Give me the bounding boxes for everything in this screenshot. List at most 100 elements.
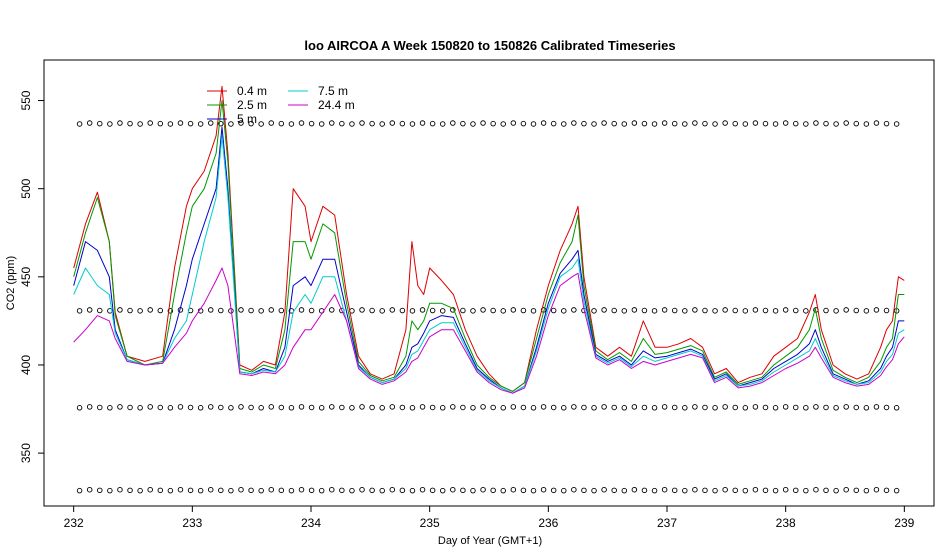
- reference-marker-2: [863, 405, 870, 411]
- reference-marker-3: [661, 486, 668, 493]
- reference-marker-1: [682, 308, 688, 314]
- reference-marker-1: [712, 308, 718, 314]
- reference-marker-2: [187, 404, 194, 411]
- x-tick-label: 238: [776, 516, 796, 530]
- reference-marker-2: [661, 404, 668, 410]
- x-tick-label: 237: [657, 516, 677, 530]
- reference-marker-0: [429, 120, 436, 127]
- reference-marker-2: [268, 404, 274, 410]
- reference-marker-3: [883, 487, 890, 494]
- reference-marker-2: [298, 404, 305, 410]
- reference-marker-2: [238, 404, 244, 410]
- reference-marker-3: [339, 487, 345, 494]
- reference-marker-2: [147, 404, 153, 410]
- reference-marker-2: [409, 405, 416, 411]
- reference-marker-0: [278, 120, 285, 127]
- y-tick-label: 450: [19, 266, 33, 286]
- reference-marker-1: [651, 308, 658, 314]
- reference-marker-2: [671, 404, 678, 411]
- reference-marker-2: [833, 405, 839, 411]
- reference-marker-1: [611, 307, 617, 314]
- reference-marker-0: [439, 121, 446, 127]
- reference-marker-0: [803, 121, 809, 127]
- reference-marker-2: [177, 404, 184, 410]
- reference-marker-2: [399, 404, 406, 411]
- reference-marker-3: [369, 487, 375, 494]
- legend-label: 5 m: [237, 112, 257, 126]
- reference-marker-2: [288, 405, 295, 411]
- reference-marker-2: [540, 404, 547, 410]
- reference-marker-3: [76, 487, 83, 494]
- reference-marker-2: [107, 405, 113, 411]
- reference-marker-0: [641, 120, 648, 127]
- reference-marker-3: [329, 486, 335, 493]
- reference-marker-2: [843, 404, 849, 410]
- reference-marker-2: [339, 404, 345, 411]
- reference-marker-0: [742, 121, 749, 127]
- x-tick-label: 233: [182, 516, 202, 530]
- reference-marker-3: [298, 486, 305, 493]
- reference-marker-2: [258, 405, 264, 411]
- reference-marker-1: [439, 308, 446, 314]
- reference-marker-0: [682, 121, 688, 127]
- reference-marker-0: [671, 120, 678, 127]
- reference-marker-0: [833, 121, 839, 127]
- reference-marker-0: [197, 121, 204, 127]
- reference-marker-3: [641, 487, 648, 494]
- reference-marker-2: [117, 404, 123, 410]
- reference-marker-2: [470, 405, 476, 411]
- legend-label: 0.4 m: [237, 84, 267, 98]
- reference-marker-3: [510, 486, 517, 493]
- reference-marker-0: [419, 120, 426, 126]
- reference-marker-3: [793, 487, 799, 494]
- reference-marker-1: [298, 307, 305, 313]
- reference-marker-3: [540, 486, 547, 493]
- reference-marker-2: [883, 404, 890, 411]
- reference-marker-1: [510, 307, 517, 313]
- reference-marker-1: [76, 308, 83, 314]
- reference-marker-0: [268, 120, 274, 126]
- reference-marker-0: [97, 120, 103, 127]
- reference-marker-1: [379, 308, 385, 314]
- reference-marker-3: [682, 487, 688, 494]
- reference-marker-3: [86, 486, 93, 493]
- reference-marker-1: [278, 307, 285, 314]
- reference-marker-3: [722, 486, 728, 493]
- reference-marker-1: [671, 307, 678, 314]
- reference-marker-1: [823, 307, 829, 314]
- reference-marker-2: [439, 405, 446, 411]
- reference-marker-3: [429, 487, 436, 494]
- reference-marker-3: [823, 487, 829, 494]
- reference-marker-0: [772, 121, 779, 127]
- reference-marker-2: [873, 404, 880, 410]
- reference-marker-2: [86, 404, 93, 410]
- reference-marker-3: [177, 486, 184, 493]
- reference-marker-3: [137, 487, 143, 494]
- reference-marker-3: [803, 487, 809, 494]
- legend: 0.4 m2.5 m5 m 7.5 m24.4 m: [207, 84, 355, 126]
- reference-marker-2: [76, 405, 83, 411]
- reference-marker-3: [318, 487, 325, 494]
- reference-marker-1: [460, 307, 466, 314]
- reference-marker-3: [561, 487, 567, 494]
- reference-marker-3: [248, 487, 254, 494]
- reference-marker-0: [399, 120, 406, 127]
- reference-marker-3: [389, 486, 396, 493]
- series-line-0: [73, 85, 905, 392]
- reference-marker-0: [762, 120, 769, 127]
- reference-marker-0: [843, 120, 849, 126]
- reference-marker-0: [873, 120, 880, 126]
- reference-marker-1: [702, 307, 708, 314]
- reference-marker-2: [429, 404, 436, 411]
- reference-marker-3: [288, 487, 295, 494]
- reference-marker-0: [550, 120, 557, 127]
- reference-marker-0: [167, 121, 174, 127]
- reference-marker-1: [480, 307, 486, 313]
- reference-marker-1: [732, 307, 738, 314]
- series-lines: [73, 85, 905, 394]
- reference-marker-1: [137, 308, 143, 314]
- series-line-2: [73, 126, 905, 394]
- reference-marker-0: [207, 120, 214, 126]
- reference-marker-2: [460, 404, 466, 411]
- plot-frame: [43, 59, 935, 507]
